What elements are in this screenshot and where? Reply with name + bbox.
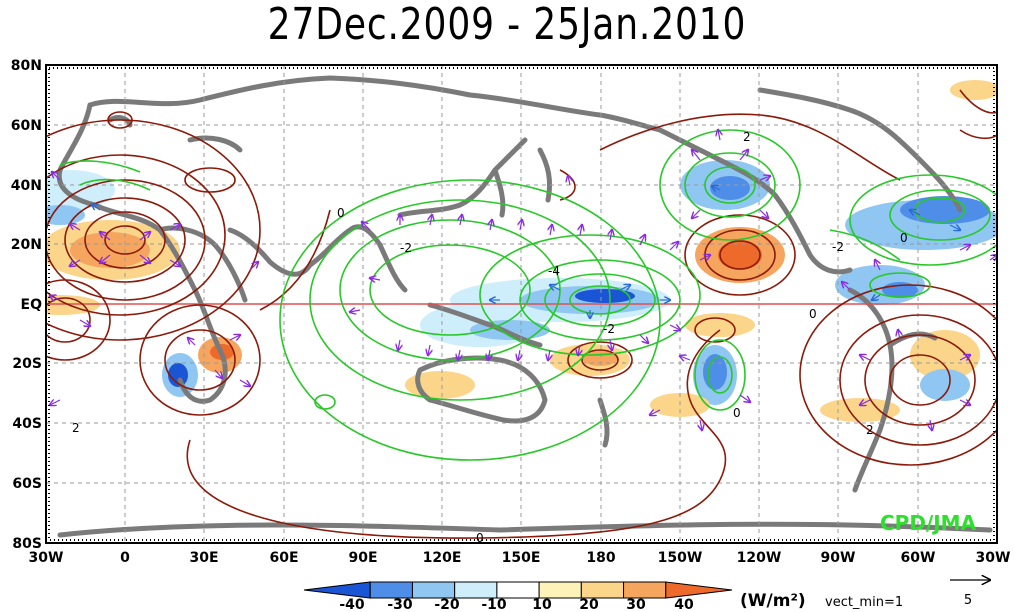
positive-contours bbox=[46, 89, 997, 539]
contour-label: 0 bbox=[809, 307, 817, 321]
lon-label: 90E bbox=[348, 550, 377, 566]
lon-label: 150E bbox=[502, 550, 541, 566]
lat-label: 80N bbox=[11, 58, 42, 74]
colorbar-unit: (W/m²) bbox=[740, 591, 806, 611]
colorbar-tick: 40 bbox=[674, 597, 694, 612]
lat-label: 20S bbox=[12, 356, 42, 372]
lat-label: EQ bbox=[21, 297, 43, 313]
colorbar-right-triangle bbox=[665, 581, 733, 599]
colorbar-tick: 20 bbox=[579, 597, 599, 612]
colorbar-segment bbox=[369, 581, 413, 599]
contour-label: -2 bbox=[832, 240, 844, 254]
colorbar-segment bbox=[411, 581, 456, 599]
map-title: 27Dec.2009 - 25Jan.2010 bbox=[267, 0, 747, 50]
colorbar-segment bbox=[496, 581, 540, 599]
reference-vector-value: 5 bbox=[964, 593, 972, 608]
colorbar bbox=[303, 581, 733, 599]
colorbar-tick: -30 bbox=[387, 597, 413, 612]
contour-label: 2 bbox=[72, 421, 80, 435]
lon-label: 30W bbox=[976, 550, 1011, 566]
map-plot-area: 2 0 -2 -4 -2 2 0 -2 0 0 2 0 CPD/JMA bbox=[46, 65, 997, 545]
lon-label: 30E bbox=[189, 550, 218, 566]
contour-value-labels: 2 0 -2 -4 -2 2 0 -2 0 0 2 0 bbox=[72, 130, 908, 545]
lon-label: 0 bbox=[120, 550, 130, 566]
contour-label: 0 bbox=[900, 231, 908, 245]
contour-label: 2 bbox=[866, 423, 874, 437]
lon-label: 120E bbox=[423, 550, 462, 566]
colorbar-tick: -40 bbox=[339, 597, 365, 612]
lat-label: 80S bbox=[12, 536, 42, 552]
lat-label: 40S bbox=[12, 416, 42, 432]
map-frame-ticks bbox=[48, 67, 995, 541]
contour-label: -2 bbox=[400, 241, 412, 255]
contour-label: 2 bbox=[743, 130, 751, 144]
colorbar-left-triangle bbox=[303, 581, 371, 599]
colorbar-segment bbox=[580, 581, 625, 599]
contour-label: 0 bbox=[733, 406, 741, 420]
lon-label: 30W bbox=[29, 550, 64, 566]
lon-label: 180 bbox=[586, 550, 615, 566]
longitude-labels: 30W 0 30E 60E 90E 120E 150E 180 150W 120… bbox=[29, 550, 1011, 566]
lon-label: 120W bbox=[737, 550, 782, 566]
contour-label: -4 bbox=[548, 264, 560, 278]
watermark: CPD/JMA bbox=[880, 511, 977, 535]
colorbar-tick: -20 bbox=[434, 597, 460, 612]
lon-label: 150W bbox=[658, 550, 703, 566]
lon-label: 60E bbox=[269, 550, 298, 566]
lat-label: 20N bbox=[11, 237, 42, 253]
contour-label: 0 bbox=[337, 206, 345, 220]
colorbar-segment bbox=[538, 581, 582, 599]
contour-label: -2 bbox=[603, 322, 615, 336]
contour-label: 0 bbox=[476, 531, 484, 545]
colorbar-tick: -10 bbox=[481, 597, 507, 612]
map-frame bbox=[45, 64, 998, 544]
lon-label: 60W bbox=[901, 550, 936, 566]
colorbar-segment bbox=[454, 581, 498, 599]
colorbar-tick: 10 bbox=[532, 597, 552, 612]
colorbar-tick-labels: -40 -30 -20 -10 10 20 30 40 bbox=[339, 597, 694, 612]
lon-label: 90W bbox=[821, 550, 856, 566]
divergent-wind-vectors bbox=[50, 130, 997, 430]
lat-label: 40N bbox=[11, 178, 42, 194]
colorbar-tick: 30 bbox=[626, 597, 646, 612]
vector-min-note: vect_min=1 bbox=[825, 595, 903, 610]
lat-label: 60N bbox=[11, 118, 42, 134]
colorbar-segment bbox=[623, 581, 667, 599]
lat-label: 60S bbox=[12, 476, 42, 492]
latitude-labels: 80N 60N 40N 20N EQ 20S 40S 60S 80S bbox=[11, 58, 42, 552]
